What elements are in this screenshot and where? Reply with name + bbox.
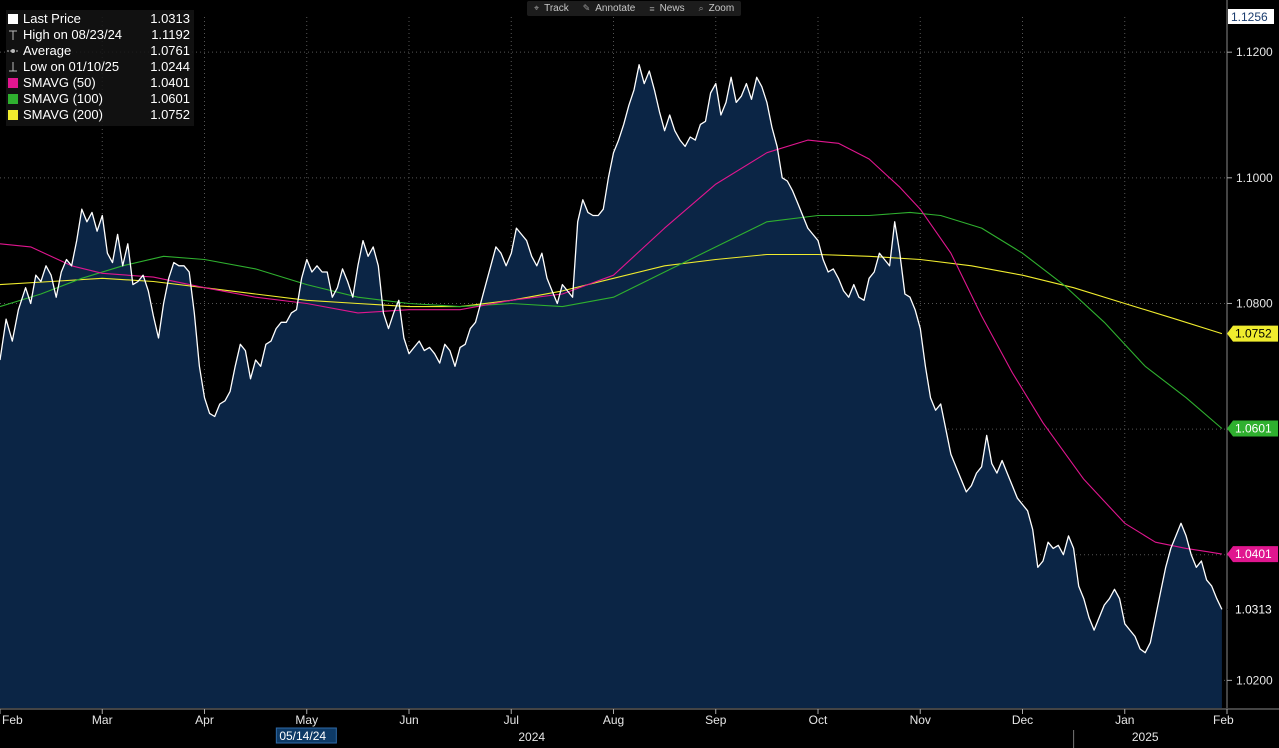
toolbar-label: Zoom: [708, 3, 735, 14]
value-tag-box: [1227, 601, 1278, 618]
toolbar-label: News: [659, 3, 685, 14]
pencil-icon: ✎: [582, 3, 591, 13]
axis-top-label-box: [1228, 9, 1274, 24]
series-line-smavg-50: [0, 139, 1222, 555]
x-tick-label: Oct: [809, 713, 828, 727]
year-label: 2025: [1132, 730, 1159, 744]
legend-row: Last Price 1.0313: [6, 11, 194, 27]
average-marker-icon: [6, 45, 20, 57]
legend-row: Low on 01/10/25 1.0244: [6, 59, 194, 75]
crosshair-icon: ⌖: [534, 3, 540, 13]
x-tick-label: Jan: [1115, 713, 1134, 727]
x-tick-label: Feb: [1213, 713, 1234, 727]
legend-swatch: [6, 78, 20, 88]
value-tag-box: [1227, 420, 1278, 437]
legend: Last Price 1.0313 High on 08/23/24 1.1192 Av…: [6, 10, 194, 126]
year-label: 2024: [518, 730, 545, 744]
toolbar-annotate-button[interactable]: ✎ Annotate: [576, 1, 643, 16]
low-marker-icon: [6, 61, 20, 73]
y-tick-label: 1.0200: [1236, 673, 1273, 687]
legend-swatch: [6, 94, 20, 104]
value-tag-label: 1.0601: [1235, 421, 1272, 435]
value-tag-last-price: 1.0313: [1227, 601, 1278, 618]
chart-toolbar: ⌖ Track ✎ Annotate ≡ News ⌕ Zoom: [527, 1, 742, 16]
x-tick-label: Aug: [603, 713, 624, 727]
legend-value: 1.0761: [150, 43, 190, 58]
x-tick-label: Jul: [504, 713, 519, 727]
toolbar-label: Track: [544, 3, 569, 14]
value-tag-smavg-100: 1.0601: [1227, 420, 1278, 437]
toolbar-zoom-button[interactable]: ⌕ Zoom: [692, 1, 742, 16]
legend-value: 1.0601: [150, 91, 190, 106]
legend-label: High on 08/23/24: [23, 27, 123, 42]
axis-top-label: 1.1256: [1231, 10, 1268, 24]
highlight-date-label: 05/14/24: [279, 729, 326, 743]
value-tag-label: 1.0401: [1235, 547, 1272, 561]
legend-value: 1.1192: [151, 27, 190, 42]
legend-row: SMAVG (200) 1.0752: [6, 107, 194, 123]
value-tag-label: 1.0752: [1235, 327, 1272, 341]
high-marker-icon: [6, 29, 20, 41]
x-tick-label: Apr: [195, 713, 214, 727]
legend-value: 1.0752: [150, 107, 190, 122]
price-area-fill: [0, 64, 1222, 708]
value-tag-smavg-200: 1.0752: [1227, 325, 1278, 342]
legend-row: Average 1.0761: [6, 43, 194, 59]
series-line-smavg-100: [0, 211, 1223, 429]
highlight-date-box: [275, 727, 337, 744]
toolbar-track-button[interactable]: ⌖ Track: [527, 1, 576, 16]
x-tick-label: Feb: [2, 713, 23, 727]
legend-swatch: [6, 110, 20, 120]
value-tag-box: [1227, 546, 1278, 563]
x-tick-label: Sep: [705, 713, 727, 727]
y-tick-label: 1.1200: [1236, 45, 1273, 59]
x-tick-label: Dec: [1012, 713, 1033, 727]
legend-value: 1.0244: [150, 59, 190, 74]
legend-label: Average: [23, 43, 72, 58]
x-tick-label: May: [295, 713, 318, 727]
magnifier-icon: ⌕: [698, 3, 704, 13]
legend-swatch: [6, 14, 20, 24]
news-icon: ≡: [649, 3, 655, 14]
series-line-last-price: [0, 64, 1223, 654]
legend-value: 1.0313: [150, 11, 190, 26]
value-tag-box: [1227, 325, 1278, 342]
toolbar-news-button[interactable]: ≡ News: [642, 1, 691, 16]
legend-label: Last Price: [23, 11, 81, 26]
y-tick-label: 1.0800: [1236, 296, 1273, 310]
toolbar-label: Annotate: [595, 3, 636, 14]
legend-label: Low on 01/10/25: [23, 59, 120, 74]
legend-value: 1.0401: [150, 75, 190, 90]
legend-row: SMAVG (50) 1.0401: [6, 75, 194, 91]
legend-row: High on 08/23/24 1.1192: [6, 27, 194, 43]
legend-label: SMAVG (100): [23, 91, 103, 106]
legend-row: SMAVG (100) 1.0601: [6, 91, 194, 107]
x-tick-label: Mar: [92, 713, 113, 727]
x-tick-label: Jun: [399, 713, 418, 727]
y-tick-label: 1.1000: [1236, 171, 1273, 185]
x-tick-label: Nov: [910, 713, 931, 727]
legend-label: SMAVG (200): [23, 107, 103, 122]
value-tag-label: 1.0313: [1235, 602, 1272, 616]
legend-label: SMAVG (50): [23, 75, 96, 90]
value-tag-smavg-50: 1.0401: [1227, 546, 1278, 563]
